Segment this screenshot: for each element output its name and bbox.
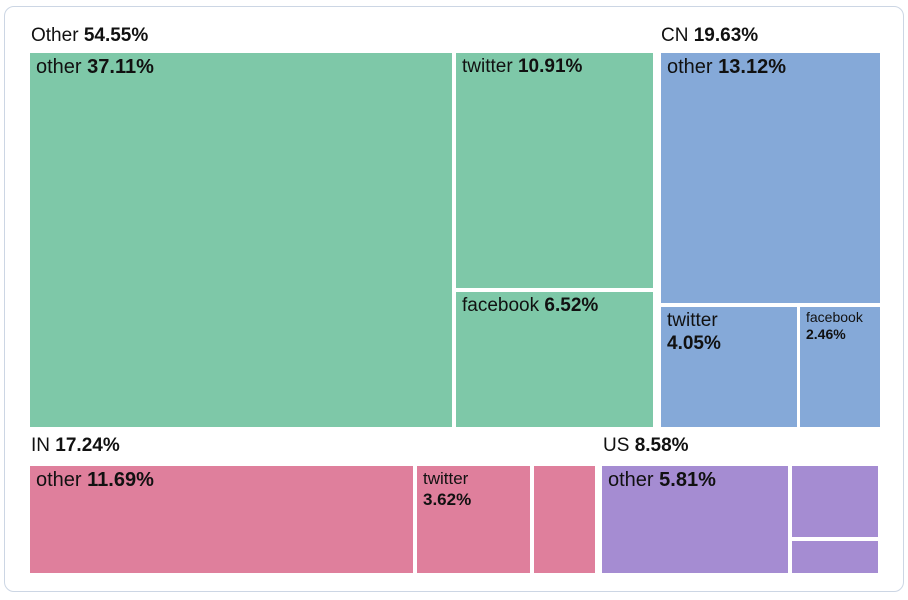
group-name: US <box>603 435 630 456</box>
group-label-other: Other 54.55% <box>31 26 148 46</box>
cell-name: other <box>36 469 82 491</box>
group-pct: 54.55% <box>83 25 149 46</box>
treemap-cell-us-unlabeled-1[interactable] <box>792 466 878 537</box>
cell-pct: 10.91% <box>517 56 583 77</box>
cell-pct: 37.11% <box>87 56 154 78</box>
cell-pct: 6.52% <box>544 295 599 316</box>
cell-name: other <box>36 56 82 78</box>
cell-name: twitter <box>423 469 469 488</box>
treemap-cell-in-twitter[interactable]: twitter 3.62% <box>417 466 530 573</box>
cell-name: facebook <box>806 309 863 325</box>
treemap-cell-other-facebook[interactable]: facebook 6.52% <box>456 292 653 427</box>
cell-name: facebook <box>462 295 540 316</box>
cell-pct: 5.81% <box>659 469 716 491</box>
cell-name: other <box>608 469 654 491</box>
group-label-us: US 8.58% <box>603 436 689 456</box>
cell-pct: 11.69% <box>87 469 154 491</box>
group-pct: 8.58% <box>634 435 689 456</box>
treemap-cell-cn-facebook[interactable]: facebook 2.46% <box>800 307 880 427</box>
treemap-cell-us-unlabeled-2[interactable] <box>792 541 878 573</box>
cell-name: other <box>667 56 713 78</box>
group-name: Other <box>31 25 79 46</box>
treemap-cell-cn-other[interactable]: other 13.12% <box>661 53 880 303</box>
treemap-cell-us-other[interactable]: other 5.81% <box>602 466 788 573</box>
group-pct: 19.63% <box>693 25 759 46</box>
treemap-cell-in-other[interactable]: other 11.69% <box>30 466 413 573</box>
cell-pct: 4.05% <box>667 333 721 354</box>
cell-pct: 13.12% <box>718 56 786 78</box>
cell-pct: 2.46% <box>806 326 846 342</box>
treemap-cell-in-unlabeled[interactable] <box>534 466 595 573</box>
group-name: CN <box>661 25 689 46</box>
treemap-cell-other-twitter[interactable]: twitter 10.91% <box>456 53 653 288</box>
treemap-cell-cn-twitter[interactable]: twitter 4.05% <box>661 307 797 427</box>
cell-name: twitter <box>667 310 718 331</box>
group-label-in: IN 17.24% <box>31 436 120 456</box>
group-pct: 17.24% <box>55 435 120 456</box>
group-name: IN <box>31 435 50 456</box>
cell-pct: 3.62% <box>423 490 472 509</box>
treemap-cell-other-other[interactable]: other 37.11% <box>30 53 452 427</box>
group-label-cn: CN 19.63% <box>661 26 758 46</box>
cell-name: twitter <box>462 56 513 77</box>
